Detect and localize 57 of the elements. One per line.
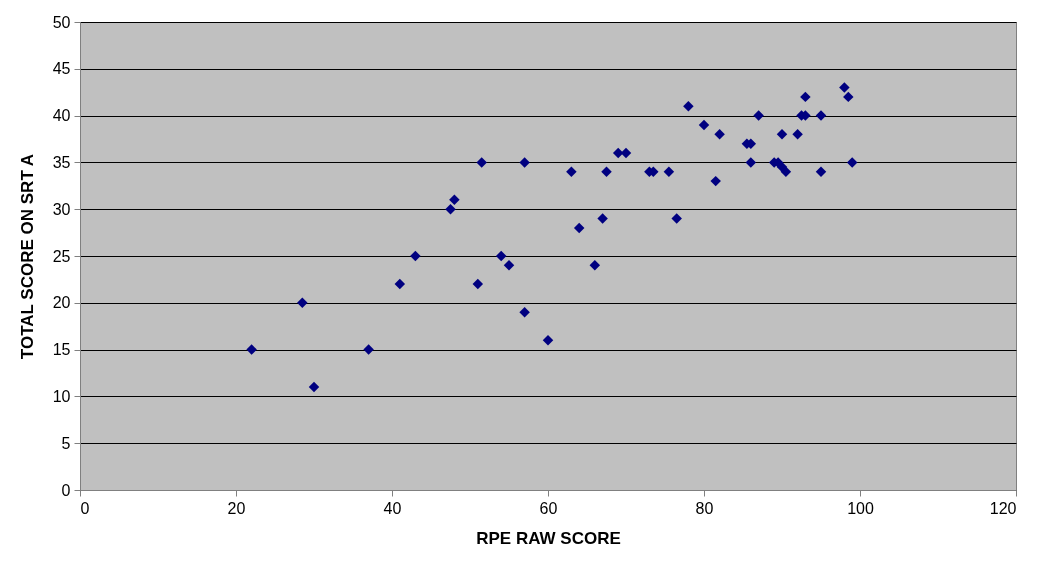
point (495, 250, 507, 262)
point (445, 203, 456, 215)
y-tick-label: 20 (52, 294, 71, 312)
y-tick-label: 15 (52, 341, 71, 359)
point (839, 82, 850, 93)
point (449, 194, 460, 206)
point (246, 344, 257, 355)
y-tick-label: 35 (52, 153, 71, 171)
point (472, 278, 484, 290)
point (710, 175, 721, 187)
point (815, 166, 827, 177)
point (846, 157, 858, 168)
y-tick-label: 30 (52, 200, 71, 218)
point (776, 129, 788, 140)
y-axis-title: TOTAL SCORE ON SRT A (17, 153, 37, 360)
point (566, 166, 577, 177)
point (394, 278, 406, 290)
point (519, 157, 530, 168)
x-tick-label: 0 (80, 499, 90, 517)
point (698, 119, 710, 131)
y-tick-label: 25 (52, 247, 71, 265)
point (589, 260, 601, 271)
point (597, 213, 608, 224)
point (503, 260, 515, 271)
point (476, 157, 487, 168)
x-tick-label: 20 (227, 499, 246, 517)
point (297, 297, 308, 309)
point (410, 250, 421, 262)
point (780, 166, 792, 177)
x-axis-title: RPE RAW SCORE (476, 528, 621, 548)
point (714, 129, 725, 140)
point (753, 110, 764, 121)
y-tick-label: 5 (61, 434, 71, 452)
point (573, 222, 585, 234)
x-tick-label: 120 (989, 499, 1017, 517)
point (363, 344, 374, 355)
y-tick-label: 0 (61, 481, 71, 499)
point (671, 213, 682, 224)
point (663, 166, 675, 177)
x-tick-label: 40 (383, 499, 402, 517)
point (843, 91, 854, 103)
point (800, 91, 811, 103)
point (542, 335, 554, 346)
y-tick-label: 45 (52, 60, 71, 78)
x-tick-label: 80 (695, 499, 714, 517)
y-tick-label: 10 (52, 387, 71, 405)
x-tick-label: 60 (539, 499, 558, 517)
y-tick-label: 50 (52, 13, 71, 31)
point (745, 157, 757, 168)
y-tick-label: 40 (52, 107, 71, 125)
point (792, 129, 803, 140)
point (601, 166, 612, 177)
point (519, 306, 530, 318)
point (308, 381, 320, 393)
x-tick-label: 100 (847, 499, 874, 517)
point (683, 101, 694, 112)
point (815, 110, 827, 121)
